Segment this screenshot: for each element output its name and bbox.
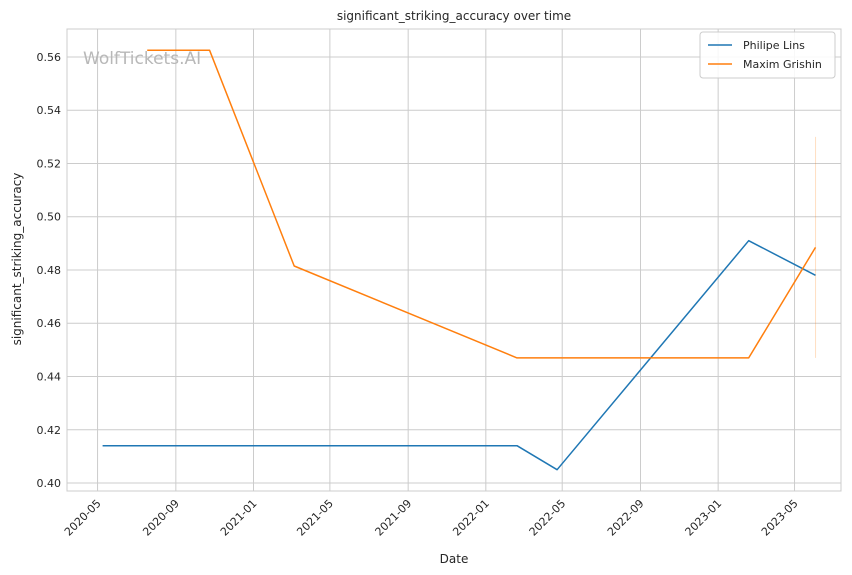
y-tick-label: 0.40 <box>37 477 62 490</box>
y-tick-label: 0.52 <box>37 157 62 170</box>
y-tick-label: 0.54 <box>37 104 62 117</box>
x-axis-title: Date <box>440 552 469 566</box>
plot-area <box>66 28 842 492</box>
series-line-1 <box>147 49 817 359</box>
y-tick-label: 0.46 <box>37 317 62 330</box>
legend-box <box>699 31 836 79</box>
y-tick-label: 0.50 <box>37 211 62 224</box>
legend-label: Maxim Grishin <box>743 58 822 71</box>
y-tick-label: 0.56 <box>37 51 62 64</box>
y-axis-tick-labels: 0.40 0.42 0.44 0.46 0.48 0.50 0.52 0.54 0.56 <box>37 51 62 490</box>
chart-title: significant_striking_accuracy over time <box>337 9 571 23</box>
y-axis-title: significant_striking_accuracy <box>10 173 24 346</box>
y-tick-label: 0.44 <box>37 370 62 383</box>
legend-label: Philipe Lins <box>743 39 805 52</box>
grid-lines <box>67 29 841 491</box>
legend: Philipe Lins Maxim Grishin <box>699 31 836 79</box>
watermark-text: WolfTickets.AI <box>83 49 201 69</box>
y-tick-label: 0.42 <box>37 424 62 437</box>
series-lines <box>102 49 817 471</box>
series-line-0 <box>102 239 816 471</box>
y-tick-label: 0.48 <box>37 264 62 277</box>
